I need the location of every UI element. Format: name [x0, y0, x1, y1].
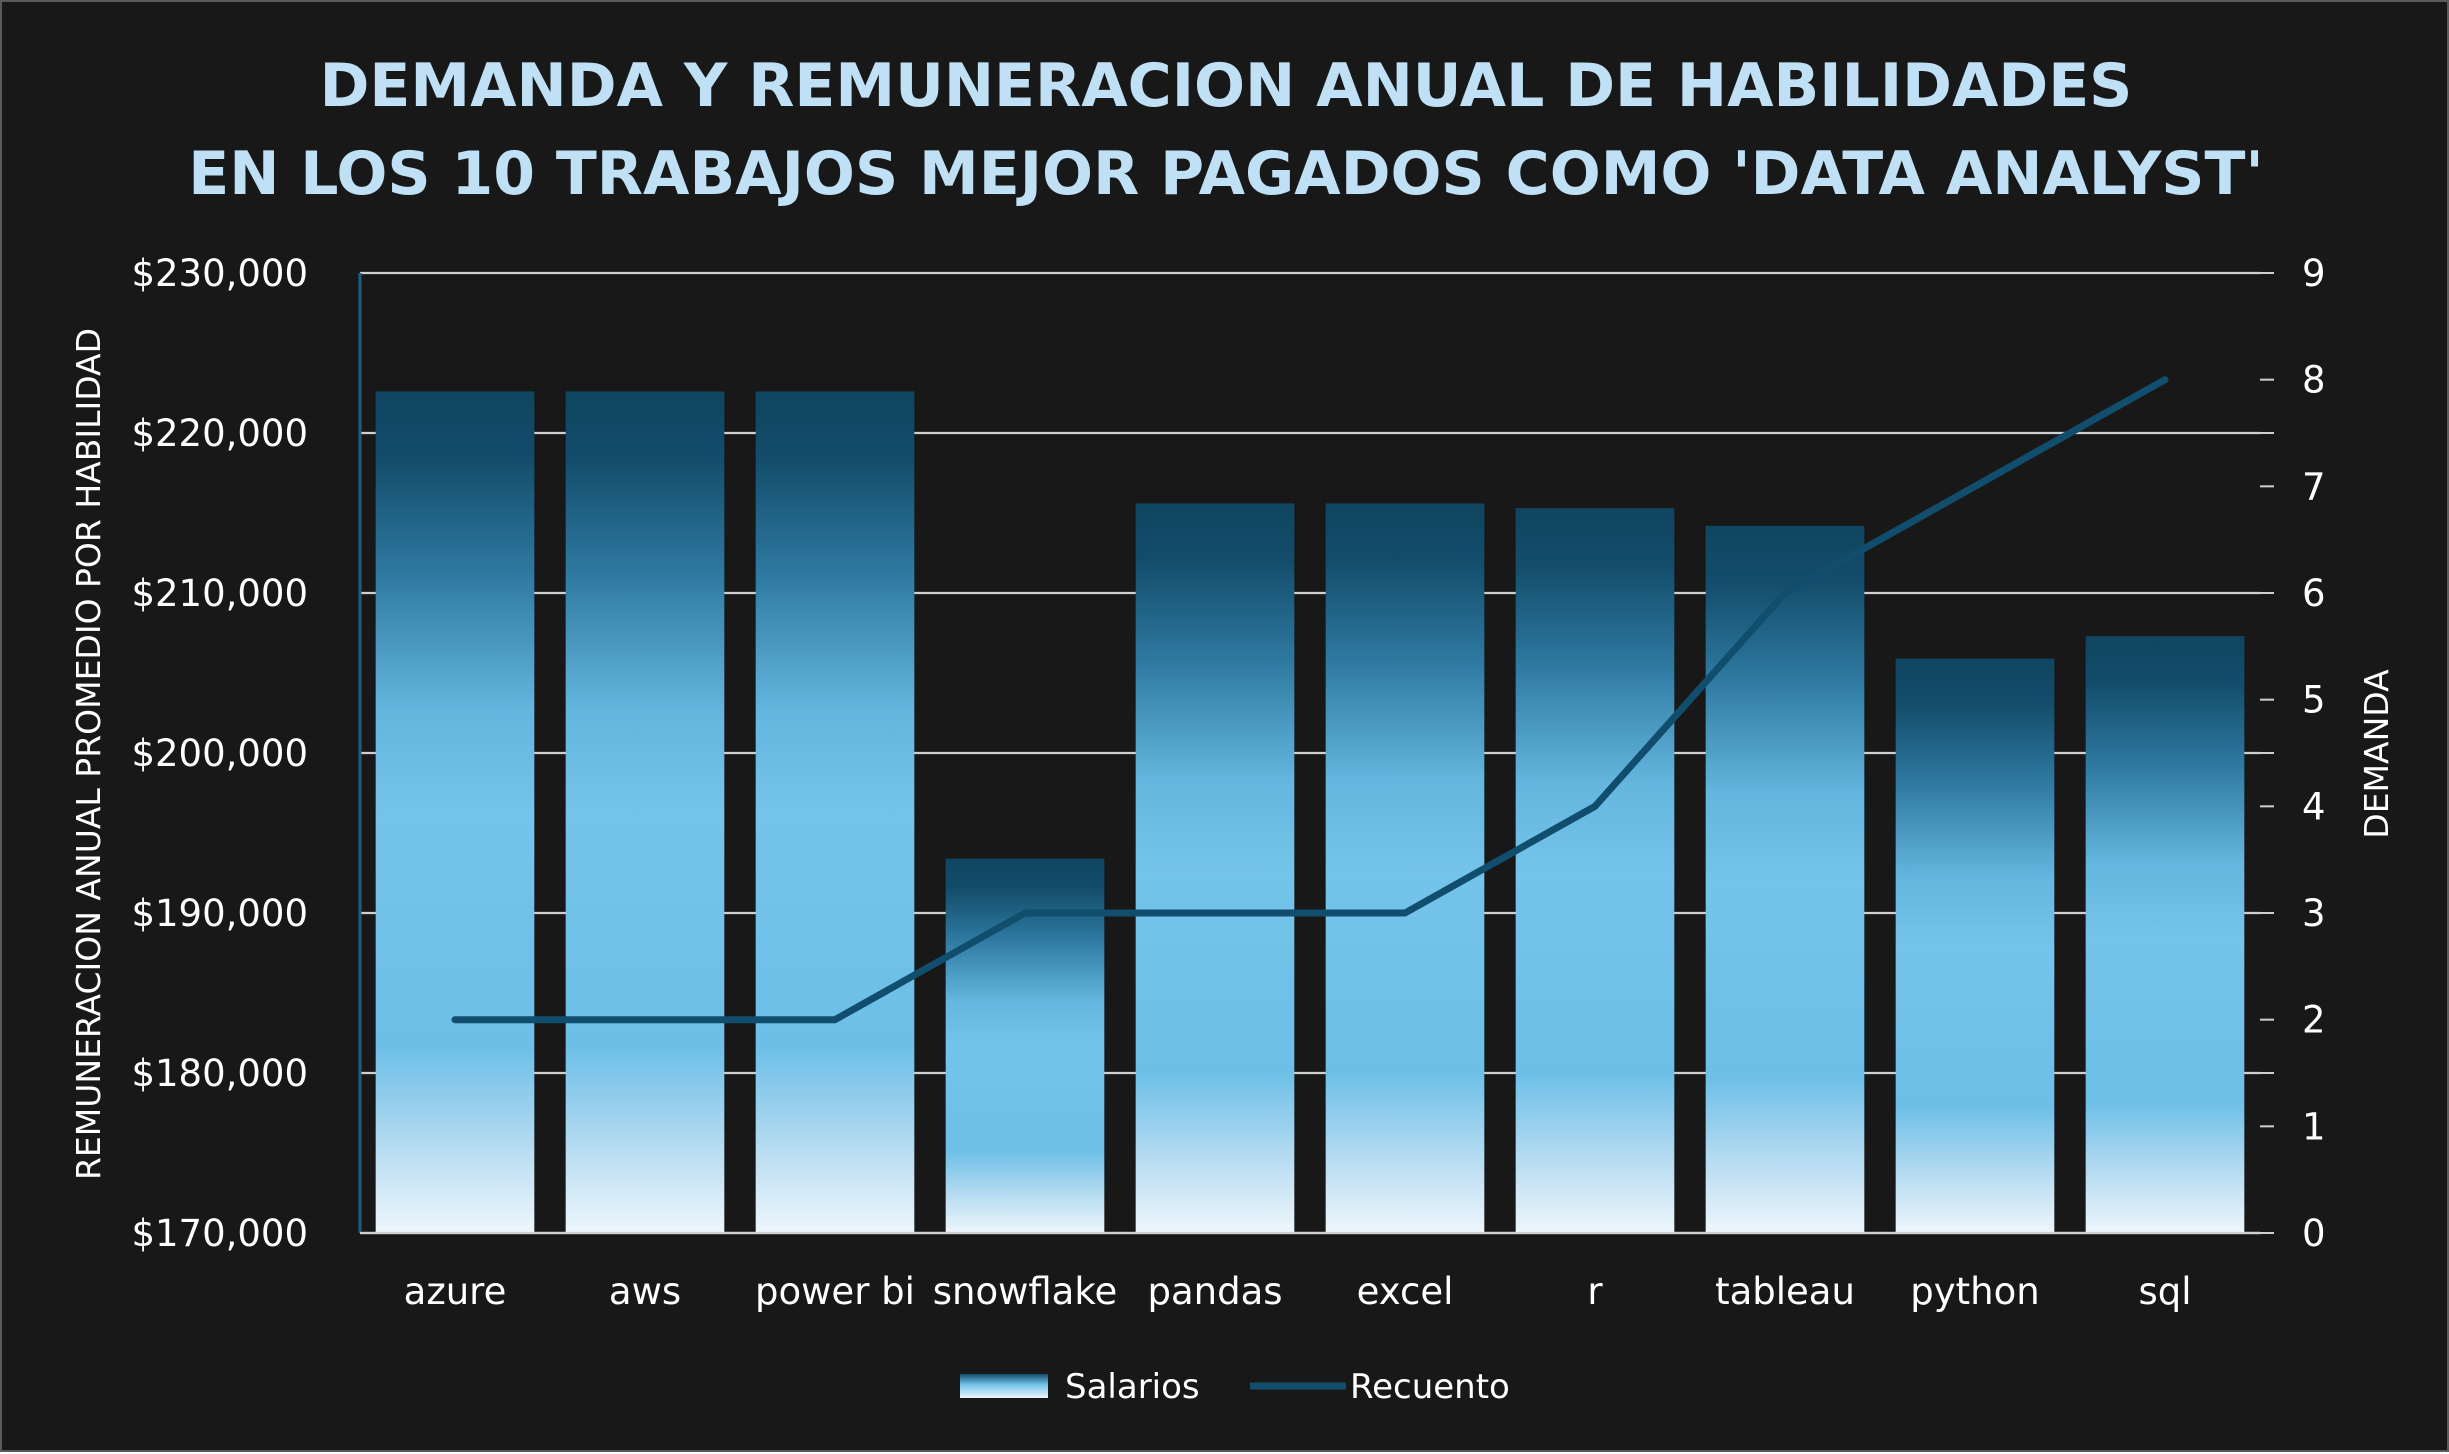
left-axis-tick-label: $220,000	[131, 412, 308, 455]
bar-excel	[1325, 503, 1485, 1233]
chart-title-line-1: DEMANDA Y REMUNERACION ANUAL DE HABILIDA…	[320, 51, 2133, 121]
bar-tableau	[1705, 525, 1865, 1233]
bar-power-bi	[755, 391, 915, 1233]
right-axis-tick-label: 7	[2302, 465, 2326, 508]
demand-line-series	[451, 376, 2169, 1024]
x-axis-tick-label: excel	[1357, 1270, 1454, 1313]
bar-pandas	[1135, 503, 1295, 1233]
left-axis-tick-label: $190,000	[131, 892, 308, 935]
right-axis-tick-label: 4	[2302, 785, 2326, 828]
right-axis-tick-label: 9	[2302, 252, 2326, 295]
recuento-line	[451, 376, 2169, 1024]
left-axis-title: REMUNERACION ANUAL PROMEDIO POR HABILIDA…	[69, 328, 108, 1180]
bar-snowflake	[945, 858, 1105, 1233]
bar-aws	[565, 391, 725, 1233]
recuento-point	[1404, 912, 1406, 914]
right-axis-tick-label: 5	[2302, 679, 2326, 722]
x-axis-tick-label: aws	[609, 1270, 681, 1313]
x-axis-tick-label: snowflake	[933, 1270, 1117, 1313]
chart-title-line-2: EN LOS 10 TRABAJOS MEJOR PAGADOS COMO 'D…	[188, 139, 2264, 209]
x-axis-tick-labels: azure aws power bi snowflake pandas excel r tab…	[404, 1270, 2192, 1313]
recuento-point	[1594, 805, 1596, 808]
x-axis-tick-label: python	[1910, 1270, 2039, 1313]
recuento-point	[1024, 912, 1026, 914]
right-axis-tick-label: 8	[2302, 359, 2326, 402]
legend-label-salarios: Salarios	[1065, 1367, 1200, 1407]
legend-swatch-salarios	[960, 1374, 1048, 1398]
bar-azure	[375, 391, 535, 1233]
legend: Salarios Recuento	[960, 1367, 1510, 1407]
x-axis-tick-label: pandas	[1147, 1270, 1282, 1313]
left-axis-tick-label: $170,000	[131, 1212, 308, 1255]
x-axis-tick-label: azure	[404, 1270, 507, 1313]
bar-python	[1895, 658, 2055, 1233]
x-axis-tick-label: power bi	[755, 1270, 915, 1313]
left-axis-tick-label: $230,000	[131, 252, 308, 295]
left-axis-tick-label: $180,000	[131, 1052, 308, 1095]
right-axis-tick-label: 0	[2302, 1212, 2326, 1255]
x-axis-tick-label: sql	[2138, 1270, 2191, 1313]
x-axis-tick-label: tableau	[1715, 1270, 1855, 1313]
recuento-point	[1214, 912, 1216, 914]
bar-sql	[2085, 636, 2245, 1233]
x-axis-tick-label: r	[1587, 1270, 1603, 1313]
left-axis-tick-label: $200,000	[131, 732, 308, 775]
right-axis-tick-label: 2	[2302, 999, 2326, 1042]
recuento-point	[1784, 592, 1786, 594]
recuento-point	[834, 1018, 836, 1021]
left-axis-tick-label: $210,000	[131, 572, 308, 615]
right-axis-tick-labels: 0 1 2 3 4 5 6 7 8 9	[2302, 252, 2326, 1255]
legend-label-recuento: Recuento	[1350, 1367, 1510, 1407]
salary-bars	[375, 391, 2245, 1233]
recuento-point	[1974, 485, 1976, 488]
right-axis-title: DEMANDA	[2357, 669, 2396, 839]
recuento-point	[644, 1018, 646, 1021]
right-axis-tick-label: 3	[2302, 892, 2326, 935]
bar-r	[1515, 508, 1675, 1233]
right-axis-tick-label: 6	[2302, 572, 2326, 615]
recuento-point	[454, 1018, 456, 1021]
recuento-point	[2164, 378, 2166, 381]
right-axis-tick-label: 1	[2302, 1105, 2326, 1148]
left-axis-tick-labels: $170,000 $180,000 $190,000 $200,000 $210,000…	[131, 252, 308, 1255]
